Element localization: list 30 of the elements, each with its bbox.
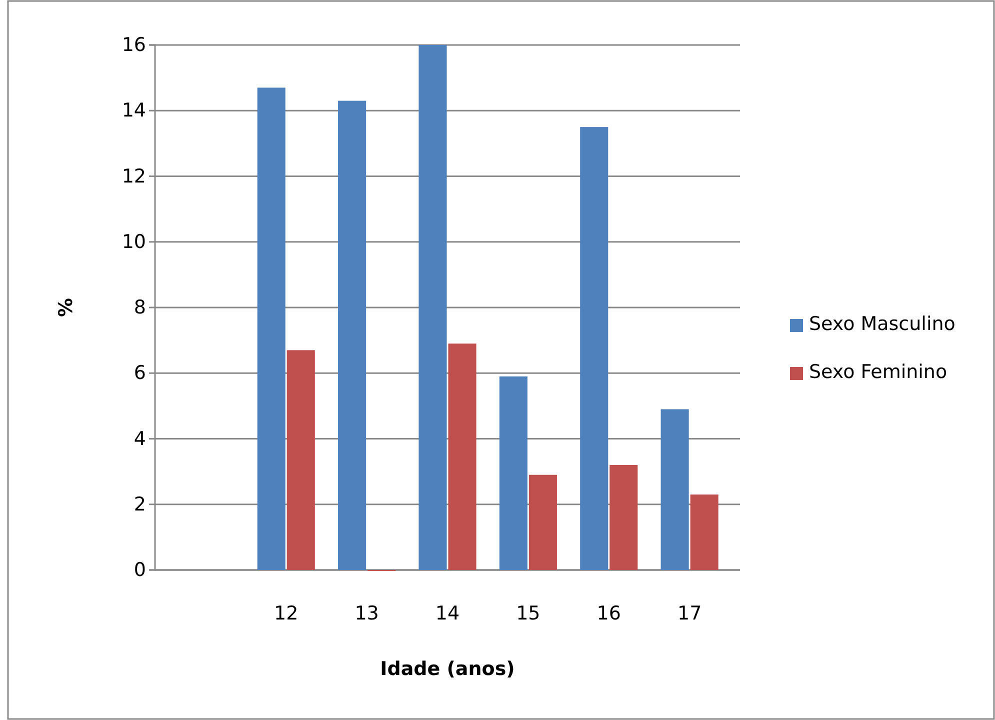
x-tick-label: 14: [435, 602, 460, 624]
y-axis-title: %: [55, 298, 77, 318]
y-tick-label: 6: [134, 362, 146, 384]
x-tick-label: 13: [354, 602, 379, 624]
y-tick-label: 10: [122, 230, 146, 253]
x-tick-label: 15: [516, 602, 540, 624]
x-tick-label: 17: [677, 602, 702, 624]
bar: [448, 344, 476, 570]
bar: [499, 376, 528, 570]
y-tick-label: 12: [122, 165, 146, 188]
x-tick-label: 12: [274, 602, 298, 624]
x-axis-title: Idade (anos): [380, 658, 515, 680]
legend-label: Sexo Masculino: [809, 313, 956, 335]
legend-label: Sexo Feminino: [809, 361, 948, 383]
y-tick-label: 0: [134, 559, 146, 582]
y-tick-label: 8: [134, 296, 146, 319]
bar: [610, 465, 638, 570]
bar: [257, 88, 286, 570]
bar: [528, 474, 557, 570]
x-tick-label: 16: [596, 602, 621, 624]
y-tick-label: 4: [134, 428, 146, 450]
bar: [660, 409, 689, 570]
bar: [418, 45, 447, 570]
y-tick-label: 14: [122, 100, 146, 122]
bar: [580, 127, 608, 570]
bar: [286, 350, 315, 570]
bar: [338, 100, 366, 570]
y-tick-label: 2: [134, 493, 146, 516]
y-tick-label: 16: [122, 34, 146, 56]
bar: [690, 494, 718, 570]
